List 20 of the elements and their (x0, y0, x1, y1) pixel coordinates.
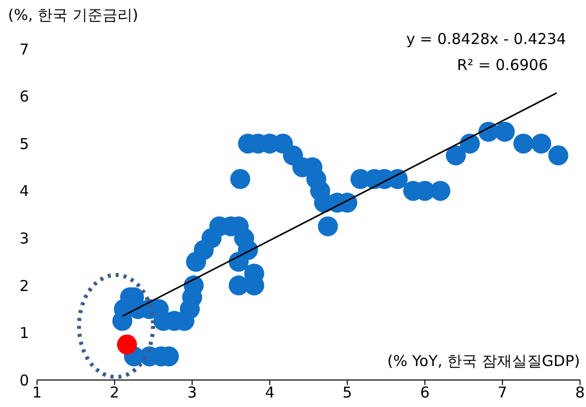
x-tick-label: 3 (187, 384, 197, 402)
y-axis-title: (%, 한국 기준금리) (8, 6, 138, 25)
x-tick-label: 1 (32, 384, 42, 402)
x-tick-label: 7 (498, 384, 508, 402)
y-tick-label: 7 (19, 40, 29, 58)
y-tick-label: 3 (19, 229, 29, 248)
y-tick-label: 4 (19, 182, 29, 200)
x-tick-label: 5 (342, 384, 352, 402)
x-tick-label: 2 (110, 384, 120, 402)
y-tick-label: 0 (19, 371, 29, 390)
y-tick-label: 5 (19, 134, 29, 153)
y-tick-label: 2 (19, 276, 29, 295)
x-tick-label: 4 (264, 384, 274, 402)
y-tick-label: 1 (19, 324, 29, 342)
x-axis-title: (% YoY, 한국 잠재실질GDP) (387, 352, 580, 371)
text: y = 0.8428x - 0.4234 (406, 30, 566, 48)
annotation: R² = 0.6906 (456, 56, 548, 74)
y-tick-label: 6 (19, 88, 29, 106)
x-tick-label: 8 (575, 384, 585, 402)
x-tick-label: 6 (420, 384, 430, 402)
